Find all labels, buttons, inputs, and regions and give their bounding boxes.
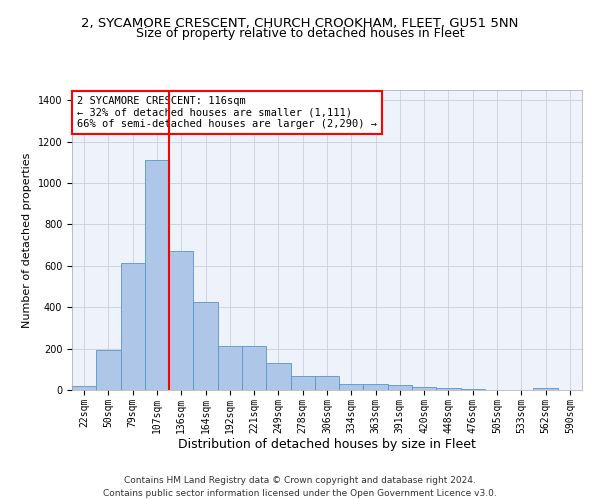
Y-axis label: Number of detached properties: Number of detached properties xyxy=(22,152,32,328)
Bar xyxy=(193,302,218,390)
Bar xyxy=(388,385,412,390)
Text: Size of property relative to detached houses in Fleet: Size of property relative to detached ho… xyxy=(136,28,464,40)
Bar xyxy=(315,376,339,390)
Bar xyxy=(461,389,485,390)
Bar xyxy=(364,384,388,390)
Bar xyxy=(218,346,242,390)
Bar xyxy=(290,376,315,390)
Text: 2, SYCAMORE CRESCENT, CHURCH CROOKHAM, FLEET, GU51 5NN: 2, SYCAMORE CRESCENT, CHURCH CROOKHAM, F… xyxy=(82,18,518,30)
Bar xyxy=(96,350,121,390)
Bar xyxy=(412,387,436,390)
Bar xyxy=(533,388,558,390)
Bar xyxy=(72,386,96,390)
Bar xyxy=(339,384,364,390)
Bar xyxy=(266,363,290,390)
Bar xyxy=(436,388,461,390)
Bar xyxy=(145,160,169,390)
Bar xyxy=(242,346,266,390)
Bar xyxy=(169,252,193,390)
Bar xyxy=(121,263,145,390)
X-axis label: Distribution of detached houses by size in Fleet: Distribution of detached houses by size … xyxy=(178,438,476,452)
Text: 2 SYCAMORE CRESCENT: 116sqm
← 32% of detached houses are smaller (1,111)
66% of : 2 SYCAMORE CRESCENT: 116sqm ← 32% of det… xyxy=(77,96,377,129)
Text: Contains HM Land Registry data © Crown copyright and database right 2024.
Contai: Contains HM Land Registry data © Crown c… xyxy=(103,476,497,498)
